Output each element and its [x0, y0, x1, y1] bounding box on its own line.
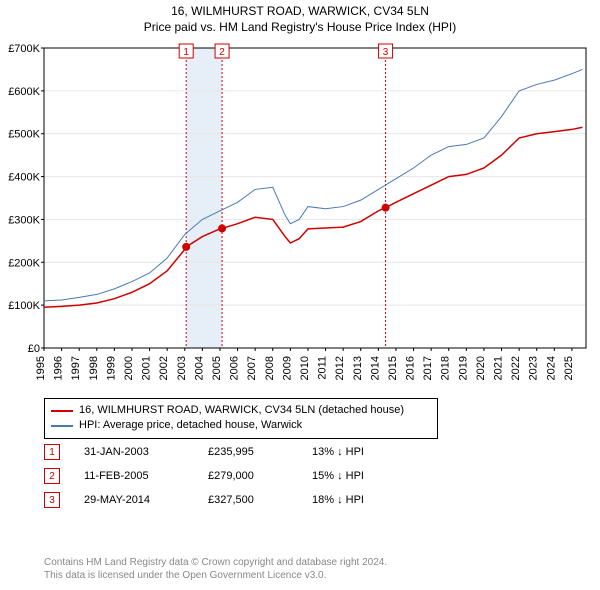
svg-text:2004: 2004	[193, 356, 205, 380]
legend-item-hpi: HPI: Average price, detached house, Warw…	[51, 418, 431, 433]
svg-text:2023: 2023	[528, 356, 540, 380]
svg-text:1: 1	[183, 47, 189, 58]
sale-badge-3: 3	[44, 492, 60, 508]
sale-date: 31-JAN-2003	[84, 446, 184, 458]
svg-text:2015: 2015	[387, 356, 399, 380]
svg-text:2020: 2020	[475, 356, 487, 380]
sale-badge-1: 1	[44, 444, 60, 460]
footer-line2: This data is licensed under the Open Gov…	[44, 569, 387, 582]
sales-table: 1 31-JAN-2003 £235,995 13% ↓ HPI 2 11-FE…	[44, 440, 484, 512]
svg-text:2025: 2025	[563, 356, 575, 380]
svg-text:2017: 2017	[422, 356, 434, 380]
footer-line1: Contains HM Land Registry data © Crown c…	[44, 556, 387, 569]
svg-text:2011: 2011	[317, 356, 329, 380]
legend-item-property: 16, WILMHURST ROAD, WARWICK, CV34 5LN (d…	[51, 403, 431, 418]
svg-text:2024: 2024	[545, 356, 557, 380]
svg-text:2021: 2021	[493, 356, 505, 380]
sale-price: £327,500	[208, 494, 288, 506]
svg-text:2005: 2005	[211, 356, 223, 380]
svg-text:£600K: £600K	[8, 86, 40, 98]
svg-text:£200K: £200K	[8, 257, 40, 269]
sale-diff: 13% ↓ HPI	[312, 446, 412, 458]
footer-attribution: Contains HM Land Registry data © Crown c…	[44, 556, 387, 582]
title-address: 16, WILMHURST ROAD, WARWICK, CV34 5LN	[0, 4, 600, 18]
svg-text:2000: 2000	[123, 356, 135, 380]
svg-text:2008: 2008	[264, 356, 276, 380]
svg-text:2022: 2022	[510, 356, 522, 380]
sale-date: 29-MAY-2014	[84, 494, 184, 506]
chart-titles: 16, WILMHURST ROAD, WARWICK, CV34 5LN Pr…	[0, 0, 600, 34]
svg-text:2009: 2009	[281, 356, 293, 380]
svg-text:£400K: £400K	[8, 172, 40, 184]
legend-label-property: 16, WILMHURST ROAD, WARWICK, CV34 5LN (d…	[79, 403, 404, 418]
svg-text:£700K: £700K	[8, 43, 40, 55]
sale-price: £279,000	[208, 470, 288, 482]
title-subtitle: Price paid vs. HM Land Registry's House …	[0, 20, 600, 34]
price-chart: £0 £100K £200K £300K £400K £500K £600K £700K 199…	[0, 40, 600, 390]
legend-swatch-property	[51, 410, 73, 412]
svg-text:2010: 2010	[299, 356, 311, 380]
sale-diff: 15% ↓ HPI	[312, 470, 412, 482]
svg-text:2003: 2003	[176, 356, 188, 380]
svg-text:1996: 1996	[53, 356, 65, 380]
svg-text:2: 2	[219, 47, 225, 58]
sale-price: £235,995	[208, 446, 288, 458]
svg-text:3: 3	[383, 47, 389, 58]
svg-text:1995: 1995	[35, 356, 47, 380]
svg-text:2014: 2014	[369, 356, 381, 380]
legend-swatch-hpi	[51, 425, 73, 427]
svg-text:£100K: £100K	[8, 300, 40, 312]
svg-text:2006: 2006	[229, 356, 241, 380]
chart-legend: 16, WILMHURST ROAD, WARWICK, CV34 5LN (d…	[44, 398, 438, 439]
sale-row: 2 11-FEB-2005 £279,000 15% ↓ HPI	[44, 464, 484, 488]
svg-text:£500K: £500K	[8, 129, 40, 141]
legend-label-hpi: HPI: Average price, detached house, Warw…	[79, 418, 302, 433]
svg-text:2007: 2007	[246, 356, 258, 380]
sale-row: 3 29-MAY-2014 £327,500 18% ↓ HPI	[44, 488, 484, 512]
svg-text:2002: 2002	[158, 356, 170, 380]
svg-text:2001: 2001	[141, 356, 153, 380]
svg-text:1997: 1997	[70, 356, 82, 380]
svg-text:2016: 2016	[405, 356, 417, 380]
sale-date: 11-FEB-2005	[84, 470, 184, 482]
svg-text:2018: 2018	[440, 356, 452, 380]
svg-text:1999: 1999	[105, 356, 117, 380]
svg-text:2019: 2019	[457, 356, 469, 380]
svg-text:2012: 2012	[334, 356, 346, 380]
sale-row: 1 31-JAN-2003 £235,995 13% ↓ HPI	[44, 440, 484, 464]
sale-badge-2: 2	[44, 468, 60, 484]
svg-text:£0: £0	[28, 343, 40, 355]
svg-text:1998: 1998	[88, 356, 100, 380]
svg-text:£300K: £300K	[8, 214, 40, 226]
svg-text:2013: 2013	[352, 356, 364, 380]
sale-diff: 18% ↓ HPI	[312, 494, 412, 506]
